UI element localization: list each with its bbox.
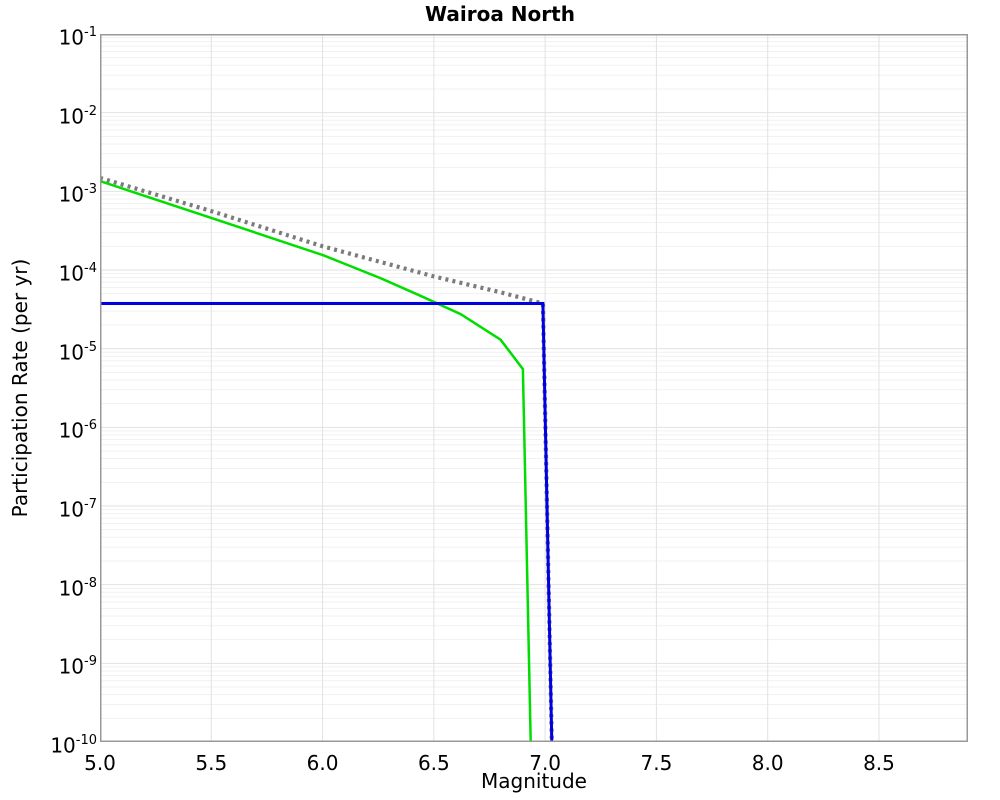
x-tick-label: 8.0	[751, 751, 784, 775]
y-tick-label: 10-2	[58, 103, 97, 129]
x-tick-label: 6.0	[306, 751, 339, 775]
x-tick-label: 5.0	[84, 751, 116, 775]
y-tick-label: 10-4	[58, 261, 97, 286]
x-tick-label: 8.5	[863, 751, 895, 775]
y-tick-label: 10-3	[58, 182, 97, 207]
y-axis-title: Participation Rate (per yr)	[8, 258, 32, 518]
series-path-solid-green-curve	[100, 179, 532, 742]
x-tick-label: 7.5	[640, 751, 673, 775]
y-tick-label: 10-8	[58, 575, 97, 601]
y-tick-label: 10-9	[58, 654, 97, 679]
y-tick-label: 10-1	[58, 25, 97, 50]
plot-area	[100, 34, 968, 742]
x-tick-label: 6.5	[417, 751, 450, 775]
y-tick-label: 10-10	[50, 733, 97, 758]
y-tick-label: 10-6	[58, 418, 97, 443]
x-tick-label: 7.0	[529, 751, 562, 775]
plot-frame	[100, 34, 968, 742]
x-tick-label: 5.5	[195, 751, 228, 775]
series-path-solid-blue-curve	[100, 302, 554, 742]
y-tick-label: 10-7	[58, 497, 97, 522]
series-path-dotted-gray-curve	[100, 175, 554, 742]
chart-title: Wairoa North	[425, 2, 575, 26]
x-axis-title: Magnitude	[481, 769, 587, 793]
y-tick-label: 10-5	[58, 339, 97, 365]
